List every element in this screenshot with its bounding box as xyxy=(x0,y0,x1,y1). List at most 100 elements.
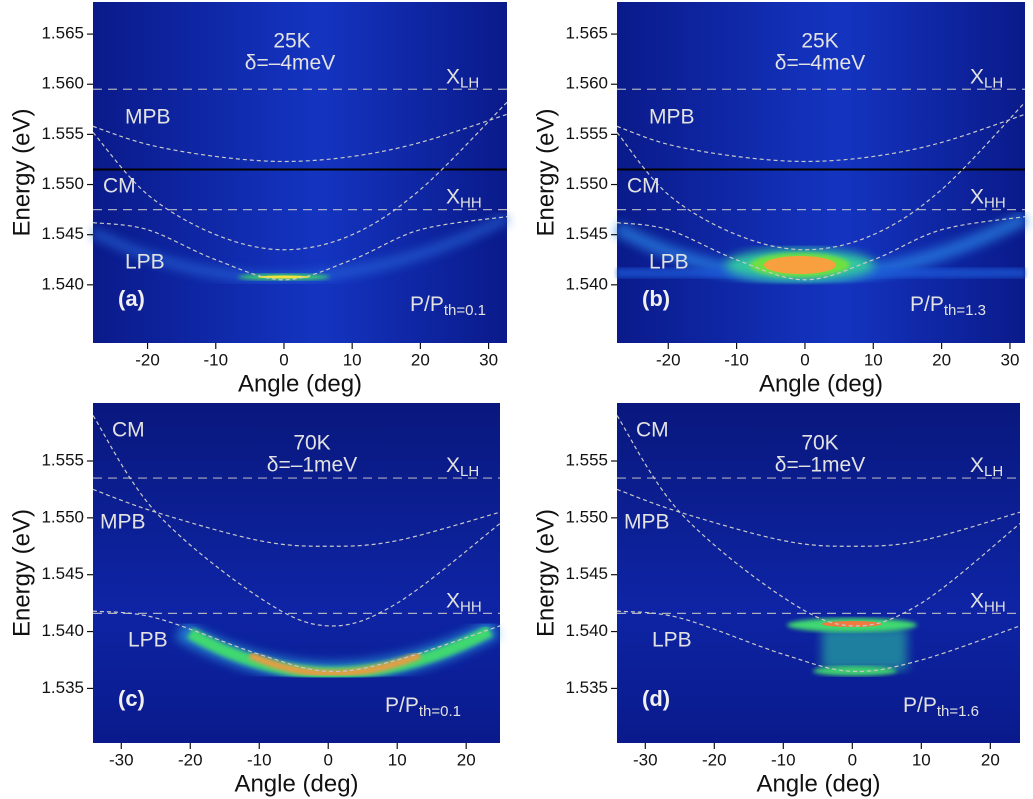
curve-label: CM xyxy=(636,419,669,442)
y-tick-label: 1.555 xyxy=(41,450,84,469)
emission-glow xyxy=(248,651,422,677)
power-ratio-main: P/P xyxy=(910,293,944,316)
y-tick-label: 1.550 xyxy=(41,507,84,526)
power-ratio-sub: th=1.3 xyxy=(944,302,986,319)
y-axis-title: Energy (eV) xyxy=(8,108,35,236)
temperature: 70K xyxy=(801,432,838,455)
reference-label: XHH xyxy=(446,185,482,211)
reference-label-main: X xyxy=(970,454,984,477)
reference-label: XHH xyxy=(970,589,1006,615)
power-ratio-main: P/P xyxy=(410,293,444,316)
temperature: 25K xyxy=(273,30,310,53)
y-tick-label: 1.535 xyxy=(565,678,608,697)
emission-glow xyxy=(822,628,907,670)
emission-glow xyxy=(764,256,836,274)
y-tick-label: 1.540 xyxy=(565,274,608,293)
power-ratio-sub: th=1.6 xyxy=(937,703,979,720)
reference-label-main: X xyxy=(446,65,460,88)
x-tick-label: 0 xyxy=(800,350,809,369)
curve-label: MPB xyxy=(100,511,146,534)
detuning: δ=–4meV xyxy=(775,52,866,75)
emission-glow xyxy=(258,275,310,279)
panel-label: (c) xyxy=(118,686,145,711)
x-tick-label: -30 xyxy=(109,750,134,769)
x-tick-label: -20 xyxy=(656,350,681,369)
panel-label: (b) xyxy=(642,286,670,311)
curve-label: CM xyxy=(627,175,660,198)
y-tick-label: 1.560 xyxy=(565,74,608,93)
x-tick-label: 30 xyxy=(479,350,498,369)
y-tick-label: 1.555 xyxy=(41,124,84,143)
dispersion-curve xyxy=(617,216,1025,281)
dispersion-curve xyxy=(617,610,1020,673)
x-axis-title: Angle (deg) xyxy=(238,370,362,397)
dispersion-curve xyxy=(617,101,1025,251)
x-tick-label: 10 xyxy=(388,750,407,769)
y-tick-label: 1.545 xyxy=(565,224,608,243)
power-ratio: P/Pth=0.1 xyxy=(410,293,486,319)
reference-label-sub: LH xyxy=(460,463,479,480)
x-tick-label: 10 xyxy=(864,350,883,369)
reference-label-sub: LH xyxy=(984,463,1003,480)
detuning: δ=–4meV xyxy=(245,52,336,75)
x-tick-label: 20 xyxy=(981,750,1000,769)
reference-label-sub: HH xyxy=(460,598,482,615)
x-axis-title: Angle (deg) xyxy=(756,770,880,797)
x-tick-label: -20 xyxy=(702,750,727,769)
curve-label: MPB xyxy=(125,106,171,129)
reference-label: XLH xyxy=(970,454,1003,480)
reference-label-main: X xyxy=(446,589,460,612)
x-tick-label: 0 xyxy=(279,350,288,369)
power-ratio: P/Pth=1.6 xyxy=(903,694,979,720)
detuning: δ=–1meV xyxy=(267,454,358,477)
y-tick-label: 1.550 xyxy=(565,507,608,526)
y-tick-label: 1.550 xyxy=(565,174,608,193)
x-tick-label: 0 xyxy=(848,750,857,769)
reference-label-sub: HH xyxy=(984,598,1006,615)
curve-label: CM xyxy=(103,175,136,198)
power-ratio: P/Pth=1.3 xyxy=(910,293,986,319)
x-tick-label: 10 xyxy=(912,750,931,769)
x-axis-title: Angle (deg) xyxy=(234,770,358,797)
x-tick-label: 0 xyxy=(323,750,332,769)
x-tick-label: -10 xyxy=(203,350,228,369)
y-tick-label: 1.565 xyxy=(41,24,84,43)
reference-label-main: X xyxy=(446,185,460,208)
y-tick-label: 1.545 xyxy=(41,224,84,243)
reference-label-sub: HH xyxy=(984,195,1006,212)
y-axis-title: Energy (eV) xyxy=(532,108,559,236)
y-tick-label: 1.545 xyxy=(41,564,84,583)
y-tick-label: 1.555 xyxy=(565,450,608,469)
dispersion-curve xyxy=(93,610,500,673)
curve-label: LPB xyxy=(128,629,168,652)
x-tick-label: -30 xyxy=(633,750,658,769)
y-tick-label: 1.565 xyxy=(565,24,608,43)
reference-label: XHH xyxy=(446,589,482,615)
power-ratio-sub: th=0.1 xyxy=(444,302,486,319)
x-tick-label: 20 xyxy=(932,350,951,369)
detuning: δ=–1meV xyxy=(775,454,866,477)
y-tick-label: 1.540 xyxy=(41,274,84,293)
reference-label-main: X xyxy=(970,589,984,612)
x-tick-label: -10 xyxy=(724,350,749,369)
curve-label: CM xyxy=(112,419,145,442)
reference-label: XLH xyxy=(446,454,479,480)
y-tick-label: 1.550 xyxy=(41,174,84,193)
power-ratio-main: P/P xyxy=(903,694,937,717)
dispersion-curve xyxy=(93,415,500,627)
dispersion-curve xyxy=(93,488,500,547)
y-tick-label: 1.555 xyxy=(565,124,608,143)
panel-background xyxy=(617,403,1020,743)
dispersion-curve xyxy=(617,488,1020,547)
y-axis-title: Energy (eV) xyxy=(8,509,35,637)
panel-background xyxy=(617,2,1025,343)
reference-label-sub: LH xyxy=(460,74,479,91)
curve-label: LPB xyxy=(649,251,689,274)
x-tick-label: -10 xyxy=(771,750,796,769)
curve-label: LPB xyxy=(125,251,165,274)
y-tick-label: 1.545 xyxy=(565,564,608,583)
temperature: 25K xyxy=(801,30,838,53)
reference-label: XLH xyxy=(970,65,1003,91)
dispersion-curve xyxy=(617,113,1025,163)
